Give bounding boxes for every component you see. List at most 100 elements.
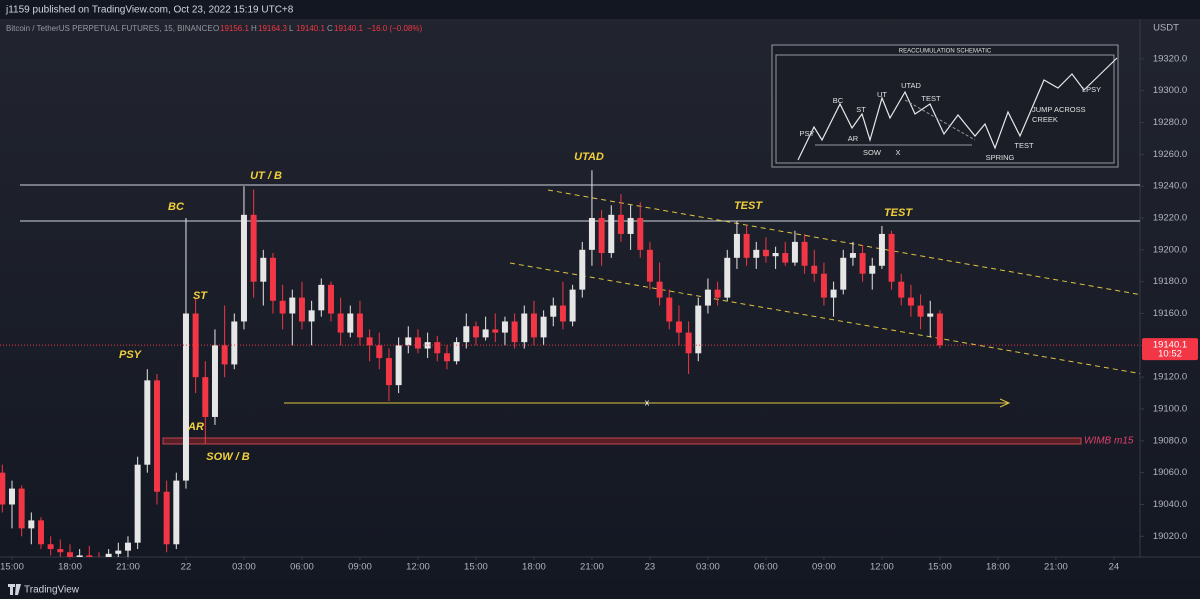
candle-body: [356, 313, 363, 338]
schematic-label: BC: [833, 96, 844, 105]
last-price-label: 19140.1: [1153, 340, 1187, 351]
candle-body: [511, 321, 518, 343]
x-tick-label: 15:00: [928, 562, 952, 573]
x-tick-label: 12:00: [870, 562, 894, 573]
channel-upper: [547, 189, 1140, 296]
x-tick-label: 24: [1109, 562, 1120, 573]
candle-body: [753, 249, 760, 258]
candle-body: [569, 289, 576, 322]
schematic-label: AR: [848, 134, 859, 143]
candle-body: [395, 345, 402, 386]
logo-icon: [8, 584, 21, 595]
candle-body: [8, 488, 15, 505]
schematic-label: TEST: [921, 94, 941, 103]
schematic-title: REACCUMULATION SCHEMATIC: [899, 49, 992, 55]
candle-body: [163, 491, 170, 545]
annotation: UT / B: [250, 170, 282, 182]
candle-body: [318, 284, 325, 311]
candle-body: [115, 550, 122, 554]
annotation: SOW / B: [206, 451, 249, 463]
x-tick-label: 18:00: [986, 562, 1010, 573]
y-tick-label: 19080.0: [1153, 435, 1187, 446]
x-tick-label: 21:00: [1044, 562, 1068, 573]
candle-body: [559, 305, 566, 322]
annotation: ST: [193, 290, 208, 302]
candle-body: [627, 218, 634, 234]
ohlc-key: L: [289, 24, 294, 33]
candle-body: [840, 257, 847, 290]
annotation: AR: [187, 421, 204, 433]
y-tick-label: 19220.0: [1153, 213, 1187, 224]
x-tick-label: 21:00: [116, 562, 140, 573]
candle-body: [366, 337, 373, 346]
candle-body: [269, 257, 276, 301]
candle-body: [0, 472, 6, 505]
x-tick-label: 12:00: [406, 562, 430, 573]
candle-body: [521, 313, 528, 343]
candle-body: [153, 380, 160, 492]
countdown-label: 10:52: [1158, 349, 1182, 360]
ohlc-legend: O 19156.1 H 19164.3 L 19140.1 C 19140.1 −16.0 (−…: [213, 24, 422, 33]
y-tick-label: 19060.0: [1153, 467, 1187, 478]
candle-body: [260, 257, 267, 282]
candle-body: [685, 332, 692, 354]
x-tick-label: 22: [181, 562, 192, 573]
candle-body: [347, 313, 354, 333]
ohlc-key: H: [251, 24, 257, 33]
x-tick-label: 18:00: [58, 562, 82, 573]
candle-body: [472, 326, 479, 338]
schematic-label: JUMP ACROSS: [1032, 105, 1086, 114]
candle-body: [666, 297, 673, 322]
candle-body: [898, 281, 905, 298]
schematic-label: UTAD: [901, 81, 921, 90]
schematic-label: CREEK: [1032, 115, 1058, 124]
y-tick-label: 19280.0: [1153, 117, 1187, 128]
header-bar: [0, 0, 1200, 19]
candle-body: [801, 241, 808, 266]
candle-body: [28, 520, 35, 529]
candle-body: [202, 377, 209, 417]
candle-body: [76, 555, 83, 557]
schematic-label: TEST: [1014, 141, 1034, 150]
zone: [162, 437, 1082, 445]
candle-body: [646, 249, 653, 282]
x-tick-label: 09:00: [348, 562, 372, 573]
candle-body: [675, 321, 682, 333]
candle-body: [714, 289, 721, 298]
y-tick-label: 19160.0: [1153, 308, 1187, 319]
axis-unit: USDT: [1153, 23, 1179, 34]
candle-body: [830, 289, 837, 298]
candle-body: [240, 214, 247, 322]
arrow-head: [999, 398, 1011, 408]
candle-body: [482, 329, 489, 338]
ohlc-value: 19140.1: [334, 24, 363, 33]
ohlc-value: 19164.3: [258, 24, 287, 33]
candle-body: [337, 313, 344, 333]
candle-body: [695, 305, 702, 354]
candle-body: [878, 233, 885, 266]
schematic-inner: [775, 54, 1115, 164]
schematic-label: PSY: [799, 129, 814, 138]
candle-body: [327, 284, 334, 314]
x-tick-label: 06:00: [290, 562, 314, 573]
x-tick-label: 18:00: [522, 562, 546, 573]
annotation: TEST: [734, 200, 763, 212]
x-tick-label: 15:00: [464, 562, 488, 573]
annotation: UTAD: [574, 151, 604, 163]
candle-body: [463, 326, 470, 343]
candle-body: [250, 214, 257, 282]
candle-body: [772, 253, 779, 257]
schematic-label: X: [895, 148, 900, 157]
candle-body: [414, 337, 421, 349]
x-tick-label: 09:00: [812, 562, 836, 573]
x-tick-label: 03:00: [696, 562, 720, 573]
candle-body: [917, 305, 924, 317]
candle-body: [492, 329, 499, 333]
candle-body: [298, 297, 305, 322]
x-tick-label: 06:00: [754, 562, 778, 573]
candle-body: [211, 345, 218, 417]
candle-body: [907, 297, 914, 306]
candle-body: [453, 342, 460, 362]
x-tick-label: 15:00: [0, 562, 24, 573]
candle-body: [376, 345, 383, 359]
